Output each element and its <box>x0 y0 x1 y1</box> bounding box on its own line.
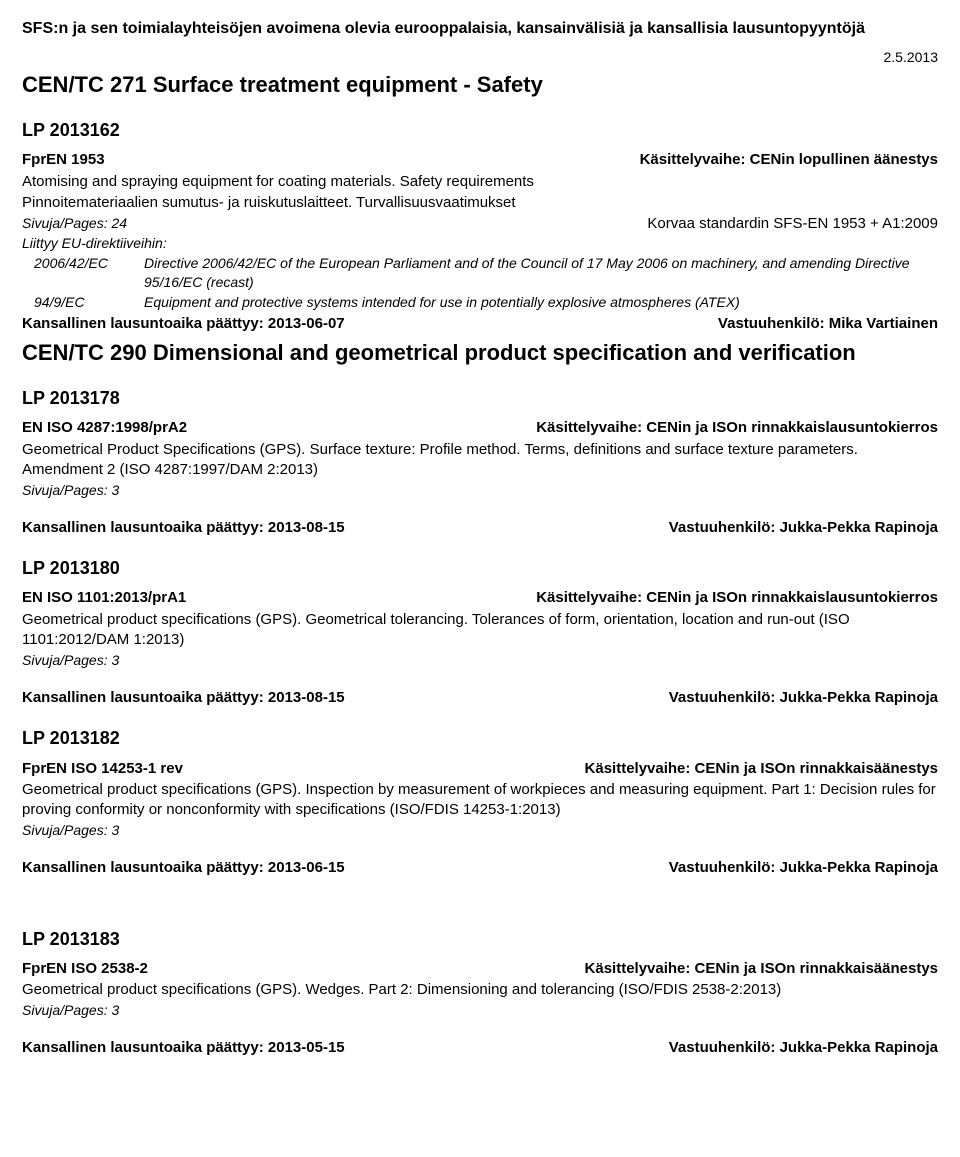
page-date: 2.5.2013 <box>22 48 938 67</box>
standard-code: EN ISO 4287:1998/prA2 <box>22 418 187 438</box>
standard-row: FprEN 1953 Käsittelyvaihe: CENin lopullin… <box>22 150 938 170</box>
lp-code: LP 2013162 <box>22 118 938 142</box>
standard-row: EN ISO 4287:1998/prA2 Käsittelyvaihe: CEN… <box>22 418 938 438</box>
description-line: Geometrical product specifications (GPS)… <box>22 980 938 1000</box>
deadline-row: Kansallinen lausuntoaika päättyy: 2013-0… <box>22 1038 938 1058</box>
directive-row: 2006/42/ECDirective 2006/42/EC of the Eu… <box>22 254 938 292</box>
processing-phase: Käsittelyvaihe: CENin ja ISOn rinnakkais… <box>585 759 938 779</box>
processing-phase: Käsittelyvaihe: CENin ja ISOn rinnakkais… <box>536 418 938 438</box>
description-line: Atomising and spraying equipment for coa… <box>22 172 938 192</box>
lp-code: LP 2013182 <box>22 726 938 750</box>
directive-row: 94/9/ECEquipment and protective systems … <box>22 293 938 312</box>
processing-phase: Käsittelyvaihe: CENin lopullinen äänesty… <box>640 150 938 170</box>
standard-code: FprEN 1953 <box>22 150 105 170</box>
lp-code: LP 2013183 <box>22 927 938 951</box>
description-line: Geometrical Product Specifications (GPS)… <box>22 440 938 481</box>
spacer <box>22 879 938 909</box>
pages-row: Sivuja/Pages: 3 <box>22 821 938 840</box>
directive-code: 2006/42/EC <box>22 254 144 292</box>
deadline-row: Kansallinen lausuntoaika päättyy: 2013-0… <box>22 518 938 538</box>
directive-text: Directive 2006/42/EC of the European Par… <box>144 254 938 292</box>
responsible-person: Vastuuhenkilö: Jukka-Pekka Rapinoja <box>669 518 938 538</box>
directive-code: 94/9/EC <box>22 293 144 312</box>
pages-row: Sivuja/Pages: 3 <box>22 481 938 500</box>
lp-code: LP 2013180 <box>22 556 938 580</box>
pages-row: Sivuja/Pages: 3 <box>22 651 938 670</box>
description-line: Geometrical product specifications (GPS)… <box>22 780 938 821</box>
processing-phase: Käsittelyvaihe: CENin ja ISOn rinnakkais… <box>585 959 938 979</box>
deadline-row: Kansallinen lausuntoaika päättyy: 2013-0… <box>22 688 938 708</box>
directive-text: Equipment and protective systems intende… <box>144 293 938 312</box>
standard-row: EN ISO 1101:2013/prA1 Käsittelyvaihe: CEN… <box>22 588 938 608</box>
deadline-date: Kansallinen lausuntoaika päättyy: 2013-0… <box>22 518 345 538</box>
processing-phase: Käsittelyvaihe: CENin ja ISOn rinnakkais… <box>536 588 938 608</box>
pages-count: Sivuja/Pages: 3 <box>22 1001 119 1020</box>
pages-row: Sivuja/Pages: 3 <box>22 1001 938 1020</box>
deadline-date: Kansallinen lausuntoaika päättyy: 2013-0… <box>22 314 345 334</box>
deadline-date: Kansallinen lausuntoaika päättyy: 2013-0… <box>22 688 345 708</box>
responsible-person: Vastuuhenkilö: Jukka-Pekka Rapinoja <box>669 1038 938 1058</box>
responsible-person: Vastuuhenkilö: Jukka-Pekka Rapinoja <box>669 858 938 878</box>
section-title: CEN/TC 271 Surface treatment equipment -… <box>22 70 938 100</box>
deadline-date: Kansallinen lausuntoaika päättyy: 2013-0… <box>22 1038 345 1058</box>
deadline-date: Kansallinen lausuntoaika päättyy: 2013-0… <box>22 858 345 878</box>
pages-count: Sivuja/Pages: 3 <box>22 821 119 840</box>
standard-row: FprEN ISO 14253-1 rev Käsittelyvaihe: CEN… <box>22 759 938 779</box>
responsible-person: Vastuuhenkilö: Jukka-Pekka Rapinoja <box>669 688 938 708</box>
pages-row: Sivuja/Pages: 24 Korvaa standardin SFS-EN… <box>22 214 938 234</box>
standard-code: FprEN ISO 14253-1 rev <box>22 759 183 779</box>
deadline-row: Kansallinen lausuntoaika päättyy: 2013-0… <box>22 314 938 334</box>
standard-code: EN ISO 1101:2013/prA1 <box>22 588 186 608</box>
lp-code: LP 2013178 <box>22 386 938 410</box>
standard-row: FprEN ISO 2538-2 Käsittelyvaihe: CENin ja… <box>22 959 938 979</box>
responsible-person: Vastuuhenkilö: Mika Vartiainen <box>718 314 938 334</box>
description-line: Pinnoitemateriaalien sumutus- ja ruiskut… <box>22 193 938 213</box>
deadline-row: Kansallinen lausuntoaika päättyy: 2013-0… <box>22 858 938 878</box>
standard-code: FprEN ISO 2538-2 <box>22 959 148 979</box>
replaces-standard: Korvaa standardin SFS-EN 1953 + A1:2009 <box>647 214 938 234</box>
pages-count: Sivuja/Pages: 3 <box>22 651 119 670</box>
content-area: CEN/TC 271 Surface treatment equipment -… <box>22 70 938 1058</box>
pages-count: Sivuja/Pages: 3 <box>22 481 119 500</box>
page-header: SFS:n ja sen toimialayhteisöjen avoimena… <box>22 18 938 40</box>
description-line: Geometrical product specifications (GPS)… <box>22 610 938 651</box>
section-title: CEN/TC 290 Dimensional and geometrical p… <box>22 338 938 368</box>
directives-header: Liittyy EU-direktiiveihin: <box>22 234 938 253</box>
pages-count: Sivuja/Pages: 24 <box>22 214 127 234</box>
